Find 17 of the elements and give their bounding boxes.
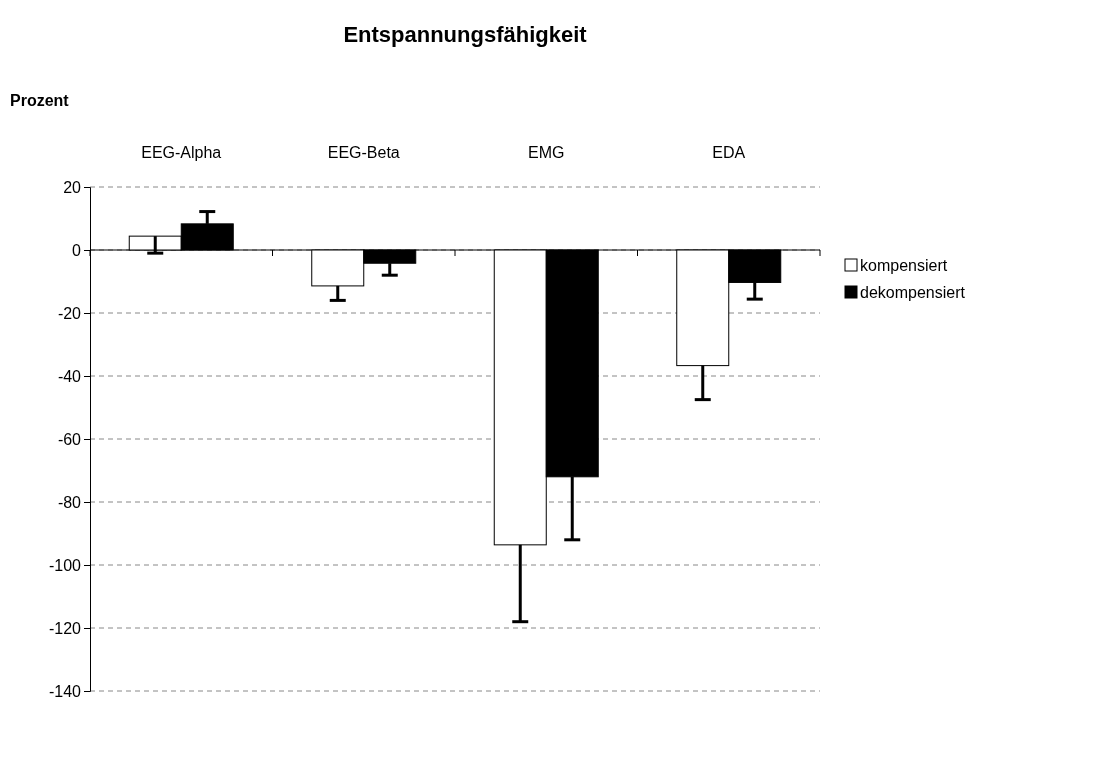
y-tick-label: -140 bbox=[48, 682, 82, 700]
y-tick-label: -80 bbox=[57, 493, 82, 511]
x-tick-label: EEG-Alpha bbox=[141, 144, 222, 161]
y-tick-label: 0 bbox=[72, 241, 82, 259]
x-tick-label: EMG bbox=[528, 144, 565, 161]
x-tick-label: EEG-Beta bbox=[327, 144, 400, 161]
y-tick-label: -20 bbox=[57, 304, 82, 322]
legend-label: dekompensiert bbox=[860, 284, 966, 301]
y-tick-label: -60 bbox=[57, 430, 82, 448]
y-tick-label: -120 bbox=[48, 619, 82, 637]
legend-label: kompensiert bbox=[860, 257, 948, 274]
y-tick-label: -40 bbox=[57, 367, 82, 385]
y-tick-label: 20 bbox=[63, 178, 82, 196]
y-tick-label: -100 bbox=[48, 556, 82, 574]
y-axis-title: Prozent bbox=[10, 92, 70, 109]
x-tick-label: EDA bbox=[712, 144, 746, 161]
chart-title: Entspannungsfähigkeit bbox=[343, 22, 588, 47]
